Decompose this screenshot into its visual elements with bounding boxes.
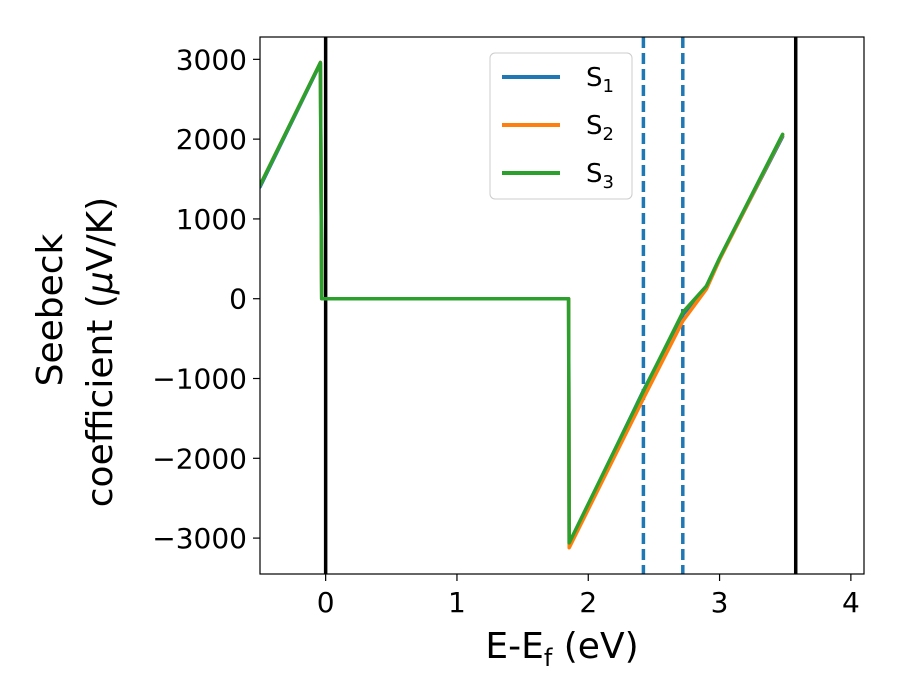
y-axis-label-line1: Seebeck (30, 233, 71, 386)
y-tick-label-0: 3000 (176, 43, 247, 76)
y-axis-label-line2: coefficient (μV/K) (80, 197, 121, 507)
y-tick-label-5: −2000 (152, 442, 247, 475)
series-layer (260, 60, 785, 550)
legend: S1 S2 S3 (489, 52, 633, 200)
y-tick-label-2: 1000 (176, 203, 247, 236)
legend-box (489, 52, 633, 200)
x-tick-label-0: 0 (317, 586, 335, 619)
reference-lines (323, 37, 798, 574)
y-tick-label-6: −3000 (152, 522, 247, 555)
x-tick-label-3: 3 (711, 586, 729, 619)
legend-label-2: S2 (586, 111, 614, 145)
series-line-3 (260, 60, 785, 545)
y-tick-label-4: −1000 (152, 363, 247, 396)
x-tick-label-2: 2 (579, 586, 597, 619)
x-tick-label-1: 1 (448, 586, 466, 619)
y-axis: 3000 2000 1000 0 −1000 −2000 −3000 (152, 43, 260, 555)
x-axis: 0 1 2 3 4 (317, 574, 860, 619)
x-axis-label: E-Ef (eV) (485, 626, 638, 672)
legend-label-1: S1 (586, 63, 614, 97)
y-tick-label-3: 0 (229, 283, 247, 316)
legend-label-3: S3 (586, 159, 614, 193)
y-tick-label-1: 2000 (176, 123, 247, 156)
plot-frame (259, 36, 865, 575)
x-tick-label-4: 4 (842, 586, 860, 619)
